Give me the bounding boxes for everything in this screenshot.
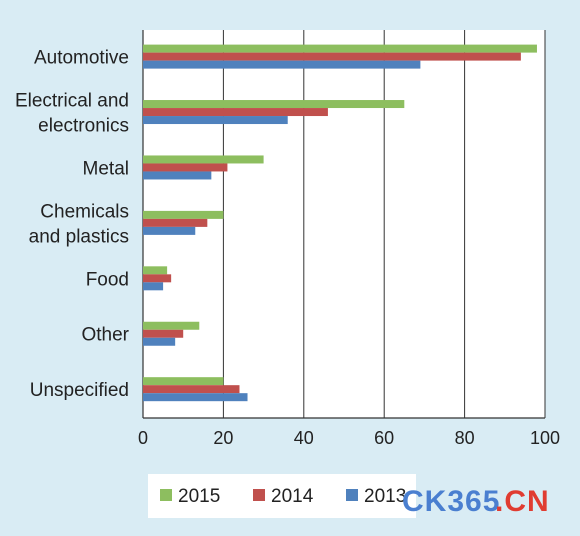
bar-2014 [143,385,240,394]
bar-2013 [143,116,288,125]
bar-2014 [143,52,521,61]
bar-2013 [143,60,421,69]
legend-label-2013: 2013 [364,486,406,507]
legend-swatch-2014 [253,489,265,501]
legend-swatch-2013 [346,489,358,501]
category-label: Other [81,325,129,346]
bar-2013 [143,171,212,180]
legend-label-2015: 2015 [178,486,220,507]
bar-2014 [143,274,172,283]
bar-2015 [143,321,200,330]
x-tick-label: 0 [138,428,148,448]
x-tick-label: 40 [294,428,314,448]
bar-2015 [143,210,224,219]
x-tick-label: 100 [530,428,560,448]
bar-2014 [143,218,208,227]
category-label: Electrical and [15,91,129,112]
category-label: Automotive [34,48,129,69]
bar-2015 [143,100,405,109]
legend-box [148,474,416,518]
bar-2015 [143,377,224,386]
category-label: Unspecified [30,380,129,401]
bar-2013 [143,226,196,235]
bar-2013 [143,282,164,291]
category-label: and plastics [29,226,129,247]
bar-2014 [143,108,328,117]
legend-swatch-2015 [160,489,172,501]
bar-2013 [143,393,248,402]
x-tick-label: 60 [374,428,394,448]
x-tick-label: 80 [455,428,475,448]
category-label: Metal [83,158,129,179]
plot-area [143,30,545,418]
bar-2015 [143,155,264,164]
bar-2014 [143,329,184,338]
bar-2013 [143,337,176,346]
bar-2015 [143,44,537,53]
watermark-text-suffix: .CN [495,485,550,518]
x-tick-label: 20 [213,428,233,448]
watermark-text: CK365 [402,485,500,518]
bar-2014 [143,163,228,172]
bar-2015 [143,266,168,275]
category-label: electronics [38,116,129,137]
category-label: Chemicals [40,201,129,222]
legend-label-2014: 2014 [271,486,314,507]
category-label: Food [86,269,129,290]
